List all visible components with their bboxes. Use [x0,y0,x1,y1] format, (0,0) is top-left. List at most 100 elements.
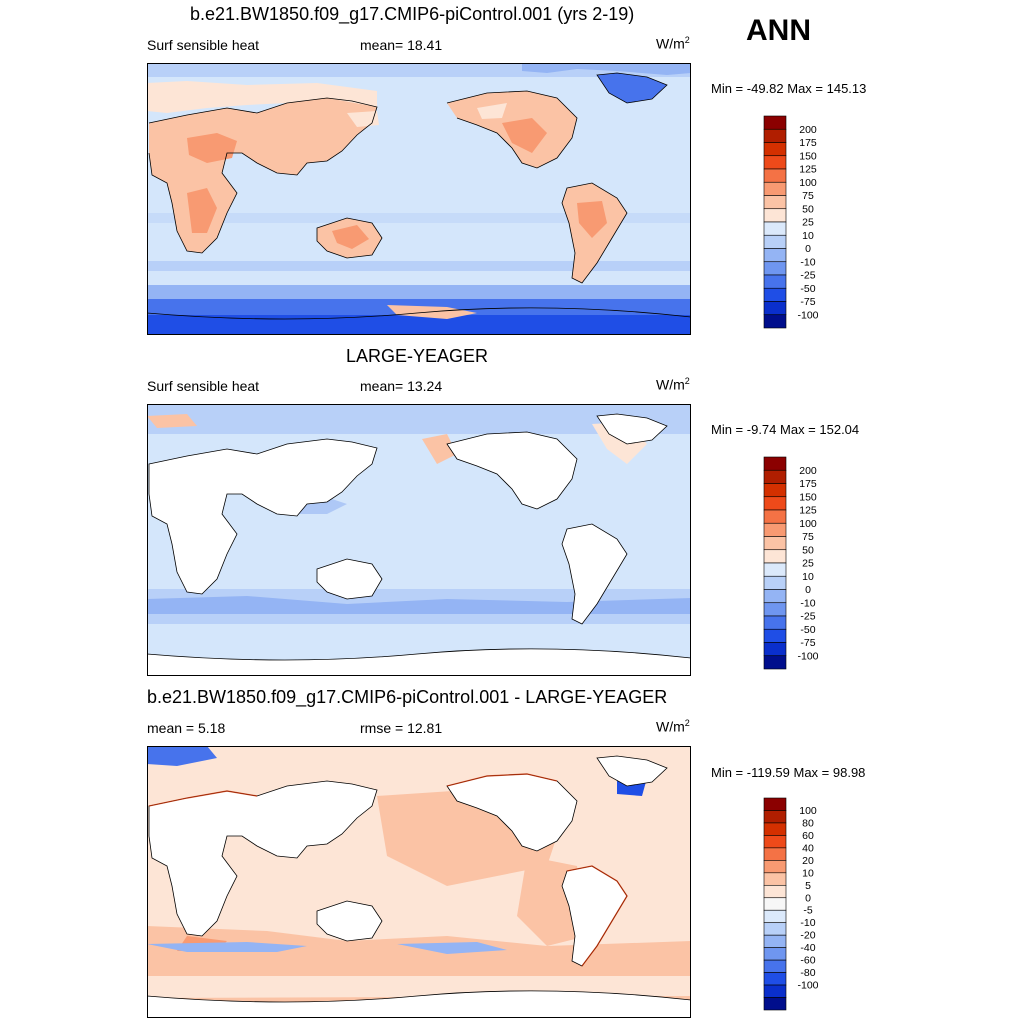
colorbar-tick-label: 200 [799,465,817,477]
colorbar-swatch [763,909,787,924]
colorbar-tick-label: 40 [802,842,814,854]
panel2-title: LARGE-YEAGER [346,346,489,366]
colorbar-tick-label: -10 [800,917,815,929]
colorbar-swatch [763,897,787,911]
colorbar-tick-label: 5 [805,880,811,892]
panel1-map [147,63,691,335]
colorbar-swatch [763,562,787,577]
colorbar-swatch [763,301,787,316]
colorbar-tick-label: 175 [799,137,817,149]
colorbar-tick-label: 0 [805,584,811,596]
colorbar-swatch [763,847,787,861]
colorbar-swatch [763,872,787,886]
panel3-rmse-label: rmse = 12.81 [360,720,443,736]
colorbar-tick-label: 150 [799,491,817,503]
colorbar-swatch [763,884,787,899]
colorbar-swatch [763,810,787,824]
colorbar-tick-label: 10 [802,230,814,242]
colorbar-tick-label: 80 [802,817,814,829]
colorbar-tick-label: -100 [797,980,818,992]
colorbar-swatch [763,208,787,223]
colorbar-tick-label: 100 [799,805,817,817]
colorbar-swatch [763,221,787,236]
colorbar-swatch [763,314,787,329]
panel2-mean-label: mean= 13.24 [360,378,443,394]
colorbar-tick-label: -60 [800,955,815,967]
panel2-variable-label: Surf sensible heat [147,378,260,394]
colorbar-tick-label: 100 [799,177,817,189]
colorbar-tick-label: -80 [800,967,815,979]
panel1-minmax: Min = -49.82 Max = 145.13 [711,81,867,96]
colorbar-swatch [763,655,787,670]
colorbar-swatch [763,181,787,196]
colorbar-tick-label: -100 [797,650,818,662]
colorbar-swatch [763,602,787,617]
colorbar-swatch [763,835,787,849]
colorbar-tick-label: -50 [800,624,815,636]
colorbar-swatch [763,997,787,1011]
colorbar-swatch [763,984,787,998]
colorbar-swatch [763,860,787,874]
colorbar-swatch [763,155,787,170]
colorbar-tick-label: 50 [802,544,814,556]
colorbar-tick-label: 150 [799,150,817,162]
colorbar-swatch [763,922,787,936]
colorbar-tick-label: -40 [800,942,815,954]
colorbar-tick-label: -75 [800,296,815,308]
panel1-mean-label: mean= 18.41 [360,37,443,53]
colorbar-swatch [763,522,787,537]
panel2-minmax: Min = -9.74 Max = 152.04 [711,422,860,437]
colorbar-swatch [763,496,787,511]
colorbar-tick-label: 20 [802,855,814,867]
panel3-mean-label: mean = 5.18 [147,720,226,736]
colorbar-swatch [763,972,787,986]
colorbar-swatch [763,115,787,130]
season-label: ANN [746,14,811,47]
colorbar-swatch [763,509,787,524]
colorbar-swatch [763,483,787,498]
panel3-title: b.e21.BW1850.f09_g17.CMIP6-piControl.001… [147,687,668,707]
panel2-units: W/m2 [656,376,690,393]
colorbar-tick-label: -50 [800,283,815,295]
colorbar-swatch [763,168,787,183]
colorbar-swatch [763,822,787,836]
colorbar-swatch [763,628,787,643]
colorbar-tick-label: 0 [805,892,811,904]
colorbar-swatch [763,615,787,630]
colorbar-tick-label: 60 [802,830,814,842]
colorbar-tick-label: 10 [802,867,814,879]
colorbar-swatch [763,128,787,143]
colorbar-tick-label: -10 [800,597,815,609]
colorbar-tick-label: -10 [800,256,815,268]
colorbar-swatch [763,642,787,657]
colorbar-tick-label: 10 [802,571,814,583]
colorbar-swatch [763,469,787,484]
colorbar-tick-label: 125 [799,164,817,176]
colorbar-swatch [763,195,787,210]
colorbar-tick-label: 175 [799,478,817,490]
colorbar-swatch [763,248,787,263]
colorbar-tick-label: 25 [802,558,814,570]
colorbar-tick-label: 200 [799,124,817,136]
colorbar-swatch [763,274,787,289]
panel3-map [147,746,691,1018]
colorbar-tick-label: -5 [803,905,812,917]
panel3-minmax: Min = -119.59 Max = 98.98 [711,765,866,780]
colorbar-swatch [763,536,787,551]
colorbar-swatch [763,575,787,590]
colorbar-tick-label: 125 [799,505,817,517]
colorbar-swatch [763,934,787,948]
colorbar-swatch [763,947,787,961]
panel2-map [147,404,691,676]
colorbar-tick-label: 25 [802,217,814,229]
panel3-units: W/m2 [656,718,690,735]
colorbar-tick-label: -75 [800,637,815,649]
colorbar-swatch [763,959,787,973]
colorbar-tick-label: -25 [800,270,815,282]
colorbar-swatch [763,549,787,564]
colorbar-swatch [763,456,787,471]
panel1-units: W/m2 [656,35,690,52]
colorbar-swatch [763,261,787,276]
